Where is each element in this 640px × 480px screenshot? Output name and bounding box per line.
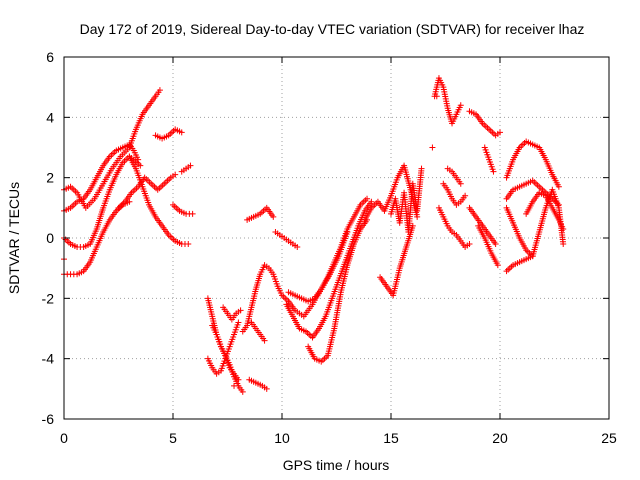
x-tick-label: 15 [383,430,399,446]
data-point [414,213,421,220]
data-point [263,385,270,392]
series-arc-ad [466,204,499,248]
series-arc-l [209,322,246,395]
series-arc-ab [444,165,464,187]
x-tick-label: 5 [169,430,177,446]
series-arc-f [126,153,192,248]
series-arc-s [283,198,375,341]
series-arc-aa [435,204,473,251]
series-arc-k [204,319,242,377]
data-point [490,168,497,175]
data-point [462,192,469,199]
series-arc-ae [475,222,501,269]
data-point [433,93,440,100]
series-arc-u [305,216,371,365]
series-arc-a [61,87,163,211]
data-point [555,183,562,190]
data-point [457,102,464,109]
data-points [61,75,567,395]
data-point [261,337,268,344]
x-tick-label: 20 [492,430,508,446]
data-point [529,253,536,260]
series-arc-ak [523,189,567,232]
x-tick-label: 0 [60,430,68,446]
series-arc-q [244,204,277,223]
series-arc-p [248,319,268,344]
data-point [368,198,375,205]
data-point [494,262,501,269]
x-tick-labels: 0 5 10 15 20 25 [60,430,617,446]
x-tick-label: 25 [601,430,617,446]
data-point [492,241,499,248]
series-arc-w [377,222,416,299]
series-arc-g [152,126,185,142]
data-point [137,162,144,169]
data-point [235,319,242,326]
data-point [231,382,238,389]
y-tick-label: -6 [42,411,55,427]
chart-title: Day 172 of 2019, Sidereal Day-to-day VTE… [80,21,585,37]
series-arc-m [220,304,244,323]
data-point [497,129,503,136]
y-tick-label: -4 [42,351,55,367]
y-tick-labels: -6 -4 -2 0 2 4 6 [42,49,55,427]
data-point [364,195,371,202]
data-point [429,144,436,151]
data-point [294,244,301,251]
y-tick-label: -2 [42,290,55,306]
data-point [466,241,473,248]
series-arc-h [170,201,196,217]
series-arc-af [481,144,497,175]
series-isolated [61,93,440,389]
x-tick-label: 10 [274,430,290,446]
x-axis-label: GPS time / hours [283,457,390,473]
y-tick-label: 2 [46,170,54,186]
data-point [156,87,163,94]
series-arc-e [115,171,179,211]
grid-lines [64,57,609,419]
series-arc-b [61,141,142,214]
data-point [172,171,179,178]
series-arc-ac [466,108,503,139]
data-point [178,129,185,136]
data-point [560,225,567,232]
series-arc-ag [503,138,562,190]
y-tick-label: 0 [46,230,54,246]
y-tick-label: 4 [46,109,54,125]
data-point [560,241,567,248]
data-point [270,213,277,220]
series-arc-t [285,195,371,305]
data-point [409,222,416,229]
y-axis-label: SDTVAR / TECUs [6,182,22,294]
y-tick-label: 6 [46,49,54,65]
data-point [185,241,192,248]
series-arc-d [61,198,133,278]
data-point [237,307,244,314]
series-arc-z [440,180,469,208]
series-arc-n [246,376,270,392]
data-point [457,180,464,187]
series-arc-x [388,165,425,235]
data-point [187,162,194,169]
data-point [418,165,425,172]
series-arc-y [431,75,464,127]
data-point [189,210,196,217]
series-arc-r [272,228,301,251]
series-arc-i [178,162,194,175]
series-arc-aj [503,253,536,275]
data-point [239,388,246,395]
axis-ticks [63,56,610,420]
